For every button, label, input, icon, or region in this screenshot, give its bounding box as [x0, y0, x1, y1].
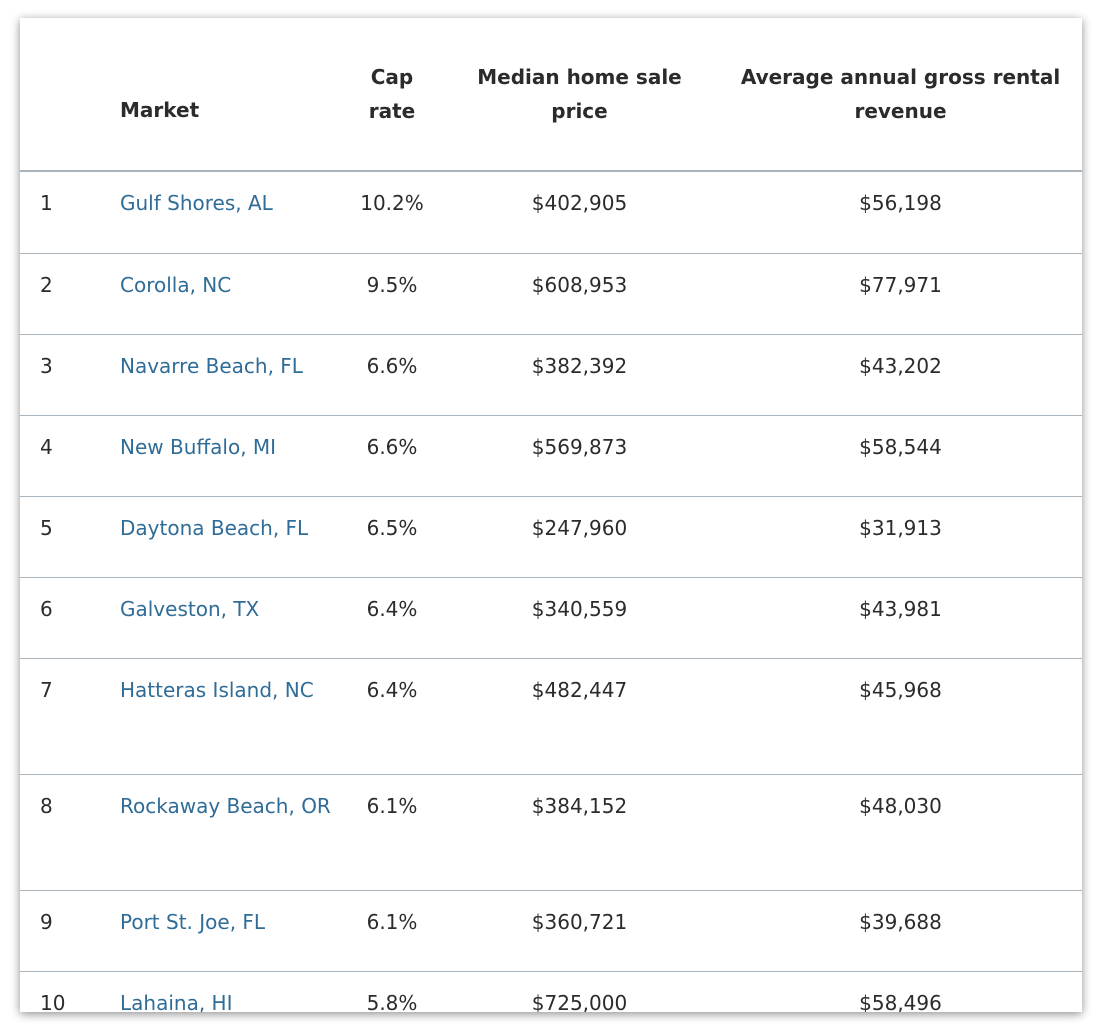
revenue-cell: $43,202	[719, 334, 1082, 416]
rank-cell: 4	[20, 415, 120, 497]
cap-rate-cell: 6.1%	[344, 890, 440, 972]
header-median-price-label: Median home sale price	[477, 65, 682, 123]
rank-value: 7	[40, 678, 53, 702]
median-price-cell: $247,960	[440, 496, 719, 578]
rank-value: 2	[40, 273, 53, 297]
cap-rate-cell: 5.8%	[366, 991, 418, 1012]
rank-value: 1	[40, 191, 53, 215]
rank-cell: 3	[20, 334, 120, 416]
market-link[interactable]: Galveston, TX	[120, 577, 344, 659]
revenue-cell: $58,544	[719, 415, 1082, 497]
revenue-cell: $45,968	[719, 658, 1082, 775]
rank-cell: 9	[20, 890, 120, 972]
market-link[interactable]: New Buffalo, MI	[120, 415, 344, 497]
rank-cell: 8	[20, 774, 120, 891]
revenue-cell: $58,496	[859, 991, 942, 1012]
header-market[interactable]: Market	[120, 18, 344, 172]
market-link[interactable]: Daytona Beach, FL	[120, 496, 344, 578]
table-row: 9 Port St. Joe, FL 6.1% $360,721 $39,688	[20, 890, 1082, 972]
header-median-price[interactable]: Median home sale price	[440, 18, 719, 172]
cap-rate-cell: 6.5%	[344, 496, 440, 578]
revenue-cell: $31,913	[719, 496, 1082, 578]
market-link[interactable]: Lahaina, HI	[120, 991, 233, 1012]
median-price-cell: $608,953	[440, 253, 719, 335]
median-price-cell: $340,559	[440, 577, 719, 659]
table-row: 8 Rockaway Beach, OR 6.1% $384,152 $48,0…	[20, 774, 1082, 891]
table-row: 2 Corolla, NC 9.5% $608,953 $77,971	[20, 253, 1082, 335]
rank-value: 4	[40, 435, 53, 459]
revenue-cell: $39,688	[719, 890, 1082, 972]
cap-rate-cell: 9.5%	[344, 253, 440, 335]
rank-value: 9	[40, 910, 53, 934]
cap-rate-cell: 10.2%	[344, 171, 440, 254]
rank-cell: 5	[20, 496, 120, 578]
rank-cell: 7	[20, 658, 120, 775]
market-link[interactable]: Hatteras Island, NC	[120, 658, 344, 775]
rank-value: 6	[40, 597, 53, 621]
cap-rate-cell: 6.1%	[344, 774, 440, 891]
table-row: 4 New Buffalo, MI 6.6% $569,873 $58,544	[20, 415, 1082, 497]
median-price-cell: $725,000	[531, 991, 628, 1012]
rank-value: 10	[40, 991, 66, 1012]
table-row: 10 Lahaina, HI 5.8% $725,000 $58,496	[20, 972, 1082, 1012]
header-rank	[20, 18, 120, 172]
median-price-cell: $384,152	[440, 774, 719, 891]
rank-cell: 6	[20, 577, 120, 659]
revenue-cell: $77,971	[719, 253, 1082, 335]
table-row: 6 Galveston, TX 6.4% $340,559 $43,981	[20, 577, 1082, 659]
median-price-cell: $569,873	[440, 415, 719, 497]
market-link[interactable]: Port St. Joe, FL	[120, 890, 344, 972]
rank-cell: 10	[20, 972, 120, 1012]
table-row: 5 Daytona Beach, FL 6.5% $247,960 $31,91…	[20, 496, 1082, 578]
table-row: 7 Hatteras Island, NC 6.4% $482,447 $45,…	[20, 658, 1082, 775]
market-link[interactable]: Corolla, NC	[120, 253, 344, 335]
rank-cell: 1	[20, 171, 120, 254]
median-price-cell: $402,905	[440, 171, 719, 254]
table-body: 1 Gulf Shores, AL 10.2% $402,905 $56,198…	[20, 171, 1082, 1012]
rank-value: 8	[40, 794, 53, 818]
markets-table: Market Cap rate Median home sale price A…	[20, 18, 1082, 1012]
market-link[interactable]: Navarre Beach, FL	[120, 334, 344, 416]
revenue-cell: $56,198	[719, 171, 1082, 254]
table-row: 3 Navarre Beach, FL 6.6% $382,392 $43,20…	[20, 334, 1082, 416]
market-link[interactable]: Rockaway Beach, OR	[120, 774, 344, 891]
cap-rate-cell: 6.6%	[344, 415, 440, 497]
market-link[interactable]: Gulf Shores, AL	[120, 171, 344, 254]
median-price-cell: $360,721	[440, 890, 719, 972]
header-revenue-label: Average annual gross rental revenue	[740, 65, 1061, 123]
cap-rate-cell: 6.6%	[344, 334, 440, 416]
revenue-cell: $43,981	[719, 577, 1082, 659]
header-cap-rate-label: Cap rate	[368, 65, 416, 123]
table-card: Market Cap rate Median home sale price A…	[20, 18, 1082, 1012]
table-row: 1 Gulf Shores, AL 10.2% $402,905 $56,198	[20, 171, 1082, 254]
header-revenue[interactable]: Average annual gross rental revenue	[719, 18, 1082, 172]
header-cap-rate[interactable]: Cap rate	[344, 18, 440, 172]
cap-rate-cell: 6.4%	[344, 577, 440, 659]
rank-cell: 2	[20, 253, 120, 335]
cap-rate-cell: 6.4%	[344, 658, 440, 775]
table-header: Market Cap rate Median home sale price A…	[20, 18, 1082, 172]
rank-value: 3	[40, 354, 53, 378]
header-row: Market Cap rate Median home sale price A…	[20, 18, 1082, 172]
rank-value: 5	[40, 516, 53, 540]
median-price-cell: $482,447	[440, 658, 719, 775]
median-price-cell: $382,392	[440, 334, 719, 416]
revenue-cell: $48,030	[719, 774, 1082, 891]
